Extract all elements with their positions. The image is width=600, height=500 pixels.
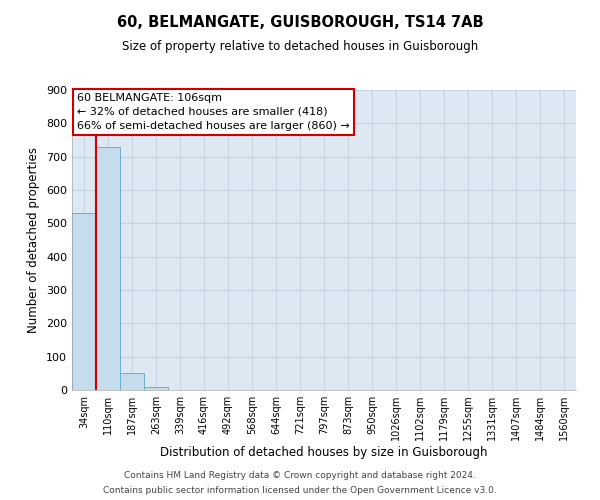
Text: 60, BELMANGATE, GUISBOROUGH, TS14 7AB: 60, BELMANGATE, GUISBOROUGH, TS14 7AB [116, 15, 484, 30]
Text: Size of property relative to detached houses in Guisborough: Size of property relative to detached ho… [122, 40, 478, 53]
Bar [96, 148, 120, 390]
Text: Contains HM Land Registry data © Crown copyright and database right 2024.: Contains HM Land Registry data © Crown c… [124, 471, 476, 480]
Text: Contains public sector information licensed under the Open Government Licence v3: Contains public sector information licen… [103, 486, 497, 495]
X-axis label: Distribution of detached houses by size in Guisborough: Distribution of detached houses by size … [160, 446, 488, 459]
Bar [72, 214, 96, 390]
Bar [144, 386, 168, 390]
Y-axis label: Number of detached properties: Number of detached properties [28, 147, 40, 333]
Text: 60 BELMANGATE: 106sqm
← 32% of detached houses are smaller (418)
66% of semi-det: 60 BELMANGATE: 106sqm ← 32% of detached … [77, 93, 350, 131]
Bar [120, 374, 144, 390]
